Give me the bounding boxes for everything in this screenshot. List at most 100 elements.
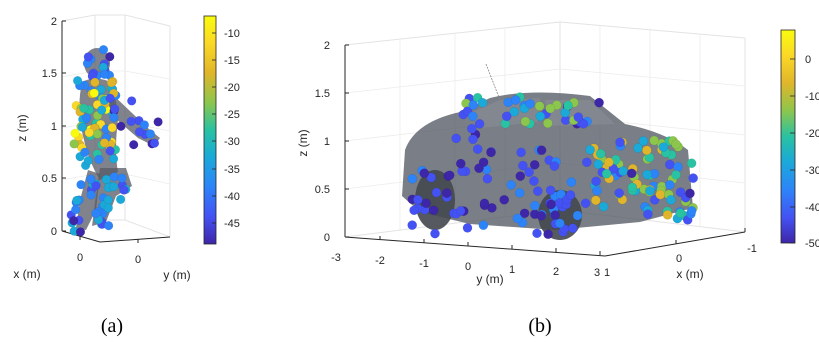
panel-b-x-tick-1: 0 (676, 253, 682, 265)
scatter-point (467, 111, 478, 122)
scatter-point (536, 145, 547, 155)
scatter-point (127, 96, 137, 106)
scatter-point (618, 166, 628, 176)
scatter-point (105, 93, 115, 103)
scatter-point (115, 194, 126, 205)
scatter-point (472, 144, 483, 154)
scatter-point (534, 101, 545, 111)
scatter-point (686, 206, 697, 216)
scatter-point (626, 168, 637, 179)
panel-a-z-label: z (m) (15, 114, 29, 141)
panel-b-y-tick-0: -3 (331, 252, 341, 264)
panel-b-y-tick-5: 2 (553, 266, 559, 278)
scatter-point (688, 173, 699, 183)
scatter-point (546, 199, 556, 210)
panel-b-colorbar (780, 29, 796, 244)
scatter-point (91, 181, 101, 191)
scatter-point (462, 223, 473, 233)
scatter-point (565, 190, 576, 200)
scatter-point (71, 205, 81, 215)
scatter-point (451, 133, 462, 144)
scatter-point (642, 169, 652, 180)
panel-a-colorbar-ticks (212, 32, 216, 224)
panel-b-x-tick-0: 1 (604, 267, 610, 279)
panel-b-z-tick-2: 1 (324, 136, 330, 148)
panel-a-cb-tick-2: -20 (224, 82, 240, 94)
scatter-point (591, 195, 601, 206)
scatter-point (615, 137, 625, 148)
panel-a-z-tick-4: 2 (51, 16, 57, 28)
scatter-point (109, 172, 119, 182)
panel-a-cb-tick-7: -45 (224, 218, 240, 230)
panel-b-y-tick-1: -2 (375, 255, 385, 267)
scatter-point (77, 122, 88, 132)
scatter-point (83, 52, 93, 62)
scatter-point (69, 139, 79, 149)
scatter-point (658, 142, 669, 152)
scatter-point (145, 129, 156, 139)
panel-a-y-tick-0: 0 (135, 254, 141, 266)
scatter-point (110, 104, 120, 114)
scatter-point (84, 128, 94, 138)
scatter-point (83, 156, 93, 166)
scatter-point (535, 111, 546, 122)
scatter-point (578, 119, 589, 129)
scatter-point (149, 138, 160, 148)
panel-a-scatter-points (66, 44, 163, 237)
car-wheel-front (415, 170, 455, 230)
scatter-point (510, 95, 521, 105)
scatter-point (468, 134, 478, 145)
scatter-point (567, 223, 578, 233)
scatter-point (479, 198, 490, 209)
panel-a-z-tick-3: 1.5 (42, 68, 57, 80)
scatter-point (516, 147, 526, 158)
scatter-point (582, 157, 592, 168)
panel-b-z-tick-3: 1.5 (315, 88, 330, 100)
scatter-point (89, 88, 99, 98)
scatter-point (109, 112, 119, 123)
panel-b-cb-tick-1: -10 (805, 91, 819, 103)
scatter-point (106, 77, 117, 88)
scatter-point (117, 173, 127, 183)
scatter-point (686, 158, 697, 168)
panel-a-axes (61, 20, 171, 243)
scatter-point (421, 198, 431, 208)
scatter-point (532, 228, 542, 239)
scatter-point (90, 77, 100, 87)
scatter-point (614, 188, 624, 198)
scatter-point (585, 144, 595, 155)
panel-b-y-tick-2: -1 (419, 258, 429, 270)
scatter-point (97, 105, 107, 115)
caption-a: (a) (101, 315, 123, 337)
panel-b-z-label: z (m) (296, 129, 310, 156)
car-antenna (485, 63, 501, 101)
scatter-point (529, 176, 539, 186)
scatter-point (514, 188, 525, 198)
panel-a-x-tick-0: 0 (77, 252, 83, 264)
scatter-point (604, 157, 614, 167)
scatter-point (645, 185, 655, 196)
panel-b-y-tick-3: 0 (465, 261, 471, 273)
scatter-point (76, 180, 86, 190)
scatter-point (572, 210, 583, 221)
scatter-point (671, 169, 681, 180)
scatter-point (666, 195, 676, 205)
scatter-point (91, 208, 101, 219)
scatter-point (563, 100, 573, 111)
panel-a-cb-tick-3: -25 (224, 109, 240, 121)
panel-a-x-label: x (m) (13, 267, 40, 281)
scatter-point (86, 174, 96, 184)
panel-a-colorbar (203, 15, 217, 245)
scatter-point (482, 173, 493, 184)
scatter-point (75, 227, 86, 237)
panel-b-cb-tick-2: -20 (805, 128, 819, 140)
scatter-point (594, 97, 604, 108)
scatter-point (477, 97, 488, 108)
panel-a-cb-tick-6: -40 (224, 191, 240, 203)
scatter-point (81, 113, 92, 123)
scatter-point (673, 162, 683, 172)
scatter-point (129, 140, 139, 150)
scatter-point (455, 158, 466, 169)
scatter-point (671, 139, 681, 149)
scatter-point (126, 116, 136, 127)
